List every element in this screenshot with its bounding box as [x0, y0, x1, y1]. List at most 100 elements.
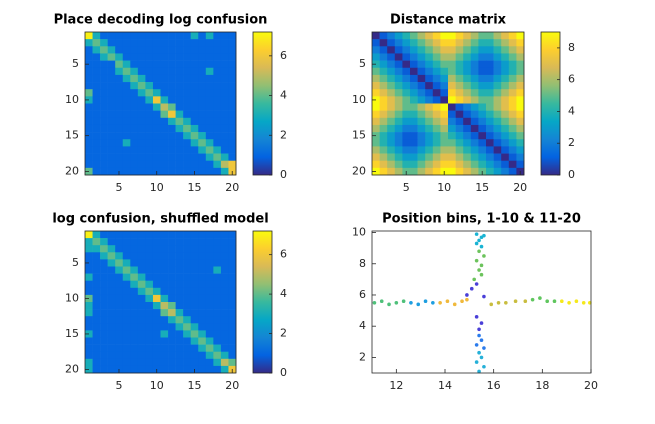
heatmap-cell	[440, 124, 449, 133]
heatmap-cell	[152, 89, 161, 97]
heatmap-cell	[107, 280, 116, 289]
heatmap-cell	[115, 294, 124, 303]
heatmap-cell	[152, 302, 161, 310]
heatmap-cell	[448, 89, 456, 97]
heatmap-cell	[478, 67, 487, 76]
heatmap-cell	[379, 139, 388, 147]
heatmap-cell	[152, 60, 161, 69]
heatmap-cell	[417, 103, 426, 111]
heatmap-cell	[448, 117, 456, 126]
heatmap-cell	[417, 32, 426, 40]
heatmap-cell	[501, 103, 510, 111]
heatmap-cell	[130, 110, 139, 119]
heatmap-cell	[160, 323, 169, 331]
heatmap-cell	[100, 53, 108, 61]
heatmap-cell	[493, 139, 502, 147]
heatmap-cell	[92, 323, 101, 331]
heatmap-cell	[152, 280, 161, 289]
heatmap-cell	[425, 117, 434, 126]
heatmap-cell	[175, 351, 184, 360]
heatmap-cell	[100, 273, 108, 281]
heatmap-cell	[130, 273, 139, 281]
scatter-point	[538, 296, 542, 300]
heatmap-cell	[425, 46, 434, 54]
heatmap-cell	[183, 330, 191, 338]
heatmap-cell	[394, 32, 403, 40]
heatmap-cell	[493, 110, 502, 119]
heatmap-cell	[220, 302, 229, 310]
heatmap-cell	[152, 351, 161, 360]
heatmap-cell	[220, 96, 229, 104]
heatmap-cell	[463, 60, 472, 69]
heatmap-cell	[486, 53, 494, 61]
heatmap-cell	[402, 89, 411, 97]
heatmap-cell	[160, 351, 169, 360]
heatmap-cell	[100, 46, 108, 54]
heatmap-cell	[501, 32, 510, 40]
heatmap-cell	[145, 60, 154, 69]
heatmap-cell	[92, 146, 101, 154]
scatter-point	[489, 302, 494, 307]
scatter-point	[574, 299, 579, 304]
heatmap-cell	[122, 294, 131, 303]
heatmap-cell	[137, 46, 146, 54]
heatmap-cell	[160, 245, 169, 253]
heatmap-cell	[198, 139, 207, 147]
heatmap-cell	[213, 351, 222, 360]
heatmap-cell	[145, 96, 154, 104]
heatmap-cell	[228, 238, 237, 246]
heatmap-cell	[205, 245, 214, 253]
heatmap-cell	[198, 46, 207, 54]
heatmap-cell	[448, 124, 456, 133]
heatmap-cell	[152, 287, 161, 296]
heatmap-cell	[440, 139, 449, 147]
x-tick-label: 15	[187, 379, 201, 392]
heatmap-cell	[175, 266, 184, 274]
heatmap-cell	[137, 117, 146, 126]
heatmap-cell	[160, 344, 169, 352]
heatmap-cell	[379, 46, 388, 54]
heatmap-cell	[130, 132, 139, 140]
heatmap-cell	[168, 365, 176, 374]
heatmap-cell	[448, 160, 456, 169]
heatmap-cell	[508, 103, 517, 111]
colorbar-tick-label: 6	[280, 248, 287, 261]
heatmap-cell	[175, 39, 184, 47]
heatmap-cell	[152, 337, 161, 345]
heatmap-cell	[198, 89, 207, 97]
heatmap-cell	[440, 117, 449, 126]
heatmap-cell	[417, 160, 426, 169]
heatmap-cell	[228, 323, 237, 331]
heatmap-cell	[228, 231, 237, 239]
heatmap-cell	[228, 139, 237, 147]
heatmap-cell	[220, 365, 229, 374]
heatmap-cell	[486, 167, 494, 176]
heatmap-cell	[440, 160, 449, 169]
heatmap-cell	[493, 89, 502, 97]
heatmap-cell	[379, 146, 388, 154]
x-tick-label: 20	[225, 379, 239, 392]
heatmap-cell	[379, 160, 388, 169]
x-tick-label: 10	[437, 181, 451, 194]
heatmap-cell	[455, 96, 464, 104]
heatmap-cell	[387, 139, 396, 147]
heatmap-cell	[183, 89, 191, 97]
heatmap-cell	[115, 330, 124, 338]
heatmap-cell	[85, 231, 93, 239]
heatmap-cell	[190, 74, 199, 83]
heatmap-cell	[190, 344, 199, 352]
heatmap-cell	[160, 46, 169, 54]
heatmap-cell	[130, 287, 139, 296]
heatmap-cell	[448, 132, 456, 140]
heatmap-cell	[168, 287, 176, 296]
heatmap-cell	[213, 252, 222, 260]
heatmap-cell	[100, 344, 108, 352]
heatmap-cell	[205, 160, 214, 169]
heatmap-cell	[168, 167, 176, 176]
heatmap-cell	[92, 287, 101, 296]
heatmap-cell	[115, 302, 124, 310]
heatmap-cell	[478, 53, 487, 61]
heatmap-cell	[137, 337, 146, 345]
heatmap-cell	[213, 259, 222, 267]
